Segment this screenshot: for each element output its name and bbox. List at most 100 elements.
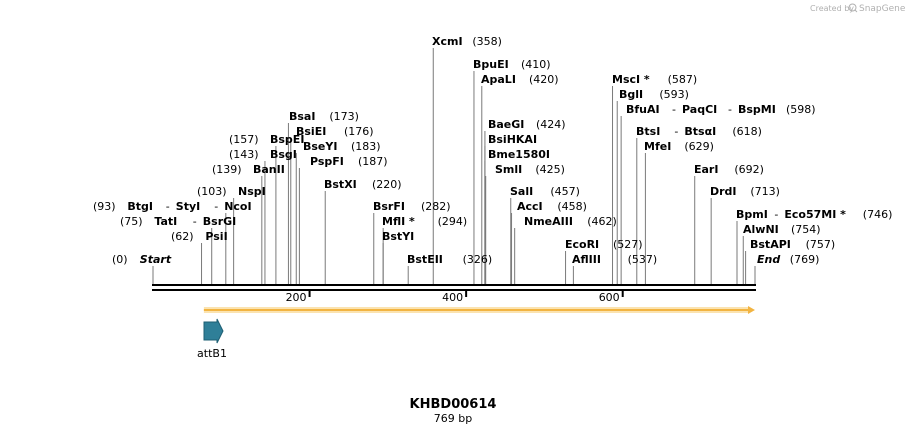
site-position: (713) bbox=[750, 185, 780, 198]
enzyme-name: BsgI bbox=[270, 148, 297, 161]
enzyme-name: NcoI bbox=[224, 200, 251, 213]
enzyme-name: TatI bbox=[154, 215, 177, 228]
enzyme-name: XcmI bbox=[432, 35, 463, 48]
site-leaders bbox=[152, 48, 756, 284]
feature-label: attB1 bbox=[197, 347, 227, 360]
site-label: (143) BsgI bbox=[229, 148, 297, 161]
site-label: (62) PsiI bbox=[171, 230, 228, 243]
site-label: EarI (692) bbox=[694, 163, 764, 176]
site-position: (220) bbox=[372, 178, 402, 191]
site-label: AccI (458) bbox=[517, 200, 587, 213]
enzyme-name: AccI bbox=[517, 200, 543, 213]
enzyme-name: BstXI bbox=[324, 178, 357, 191]
site-label: DrdI (713) bbox=[710, 185, 780, 198]
site-position: (173) bbox=[329, 110, 359, 123]
site-label: EcoRI (527) bbox=[565, 238, 643, 251]
site-position: (139) bbox=[212, 163, 242, 176]
site-position: (157) bbox=[229, 133, 259, 146]
site-label: BstEII (326) bbox=[407, 253, 492, 266]
site-position: (143) bbox=[229, 148, 259, 161]
site-position: (462) bbox=[587, 215, 617, 228]
site-position: (618) bbox=[732, 125, 762, 138]
site-position: (629) bbox=[684, 140, 714, 153]
enzyme-name: EarI bbox=[694, 163, 718, 176]
enzyme-name: MfeI bbox=[644, 140, 671, 153]
enzyme-name: NspI bbox=[238, 185, 266, 198]
site-label: BsrFI (282) bbox=[373, 200, 451, 213]
site-label: SalI (457) bbox=[510, 185, 580, 198]
plasmid-length: 769 bp bbox=[434, 412, 472, 425]
enzyme-name: BaeGI bbox=[488, 118, 524, 131]
site-label: Bme1580I bbox=[488, 148, 550, 161]
site-position: (425) bbox=[535, 163, 565, 176]
site-label: (139) BanII bbox=[212, 163, 285, 176]
enzyme-name: BsaI bbox=[289, 110, 315, 123]
site-label: BsiEI (176) bbox=[296, 125, 374, 138]
enzyme-separator: - bbox=[674, 125, 678, 138]
credit-prefix: Created by bbox=[810, 4, 854, 13]
site-position: (757) bbox=[806, 238, 836, 251]
enzyme-name: Eco57MI * bbox=[784, 208, 846, 221]
site-labels: (0) Start(62) PsiI(75) TatI - BsrGI(93) BtgI - S… bbox=[93, 35, 892, 266]
enzyme-name: BstEII bbox=[407, 253, 443, 266]
site-position: (183) bbox=[351, 140, 381, 153]
enzyme-name: SalI bbox=[510, 185, 533, 198]
site-label: BstAPI (757) bbox=[750, 238, 835, 251]
enzyme-name: PspFI bbox=[310, 155, 344, 168]
site-position: (746) bbox=[863, 208, 893, 221]
enzyme-name: NmeAIII bbox=[524, 215, 573, 228]
enzyme-name: BtsαI bbox=[684, 125, 716, 138]
enzyme-name: End bbox=[757, 253, 780, 266]
features: attB1 bbox=[197, 306, 755, 360]
site-label: (93) BtgI - StyI - NcoI bbox=[93, 200, 252, 213]
site-position: (769) bbox=[790, 253, 820, 266]
enzyme-name: BpuEI bbox=[473, 58, 509, 71]
axis-ticks: 200 400 600 bbox=[286, 291, 624, 304]
site-position: (176) bbox=[344, 125, 374, 138]
enzyme-name: BsiHKAI bbox=[488, 133, 537, 146]
enzyme-name: BtgI bbox=[127, 200, 153, 213]
enzyme-name: StyI bbox=[176, 200, 200, 213]
enzyme-name: Bme1580I bbox=[488, 148, 550, 161]
site-label: BseYI (183) bbox=[303, 140, 381, 153]
site-position: (537) bbox=[628, 253, 658, 266]
axis-tick-label: 400 bbox=[442, 291, 463, 304]
snapgene-logo-icon bbox=[848, 3, 858, 13]
site-position: (692) bbox=[734, 163, 764, 176]
site-label: BstYI bbox=[382, 230, 414, 243]
site-label: BsiHKAI bbox=[488, 133, 537, 146]
enzyme-name: DrdI bbox=[710, 185, 737, 198]
orf-arrow bbox=[203, 306, 755, 314]
site-label: MfeI (629) bbox=[644, 140, 714, 153]
site-label: (0) Start bbox=[112, 253, 172, 266]
enzyme-separator: - bbox=[728, 103, 732, 116]
enzyme-name: BanII bbox=[253, 163, 285, 176]
site-position: (424) bbox=[536, 118, 566, 131]
site-position: (0) bbox=[112, 253, 128, 266]
enzyme-name: MflI * bbox=[382, 215, 415, 228]
site-label: SmlI (425) bbox=[495, 163, 565, 176]
enzyme-name: PaqCI bbox=[682, 103, 717, 116]
site-label: (103) NspI bbox=[197, 185, 266, 198]
site-label: BpmI - Eco57MI * (746) bbox=[736, 208, 892, 221]
enzyme-separator: - bbox=[672, 103, 676, 116]
site-label: AflIII (537) bbox=[572, 253, 657, 266]
enzyme-separator: - bbox=[166, 200, 170, 213]
enzyme-name: BstAPI bbox=[750, 238, 791, 251]
axis-tick-label: 600 bbox=[599, 291, 620, 304]
site-position: (282) bbox=[421, 200, 451, 213]
site-position: (420) bbox=[529, 73, 559, 86]
site-label: MscI * (587) bbox=[612, 73, 697, 86]
enzyme-name: ApaLI bbox=[481, 73, 516, 86]
site-label: ApaLI (420) bbox=[481, 73, 559, 86]
enzyme-name: MscI * bbox=[612, 73, 650, 86]
enzyme-name: BfuAI bbox=[626, 103, 660, 116]
site-position: (410) bbox=[521, 58, 551, 71]
site-label: End (769) bbox=[757, 253, 819, 266]
site-label: (157) BspEI bbox=[229, 133, 304, 146]
enzyme-name: BspMI bbox=[738, 103, 776, 116]
site-label: BstXI (220) bbox=[324, 178, 402, 191]
enzyme-name: SmlI bbox=[495, 163, 522, 176]
site-position: (598) bbox=[786, 103, 816, 116]
